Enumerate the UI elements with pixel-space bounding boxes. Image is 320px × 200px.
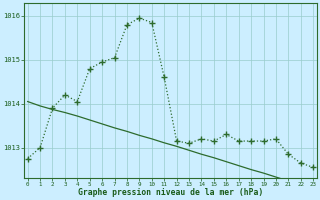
X-axis label: Graphe pression niveau de la mer (hPa): Graphe pression niveau de la mer (hPa) bbox=[78, 188, 263, 197]
